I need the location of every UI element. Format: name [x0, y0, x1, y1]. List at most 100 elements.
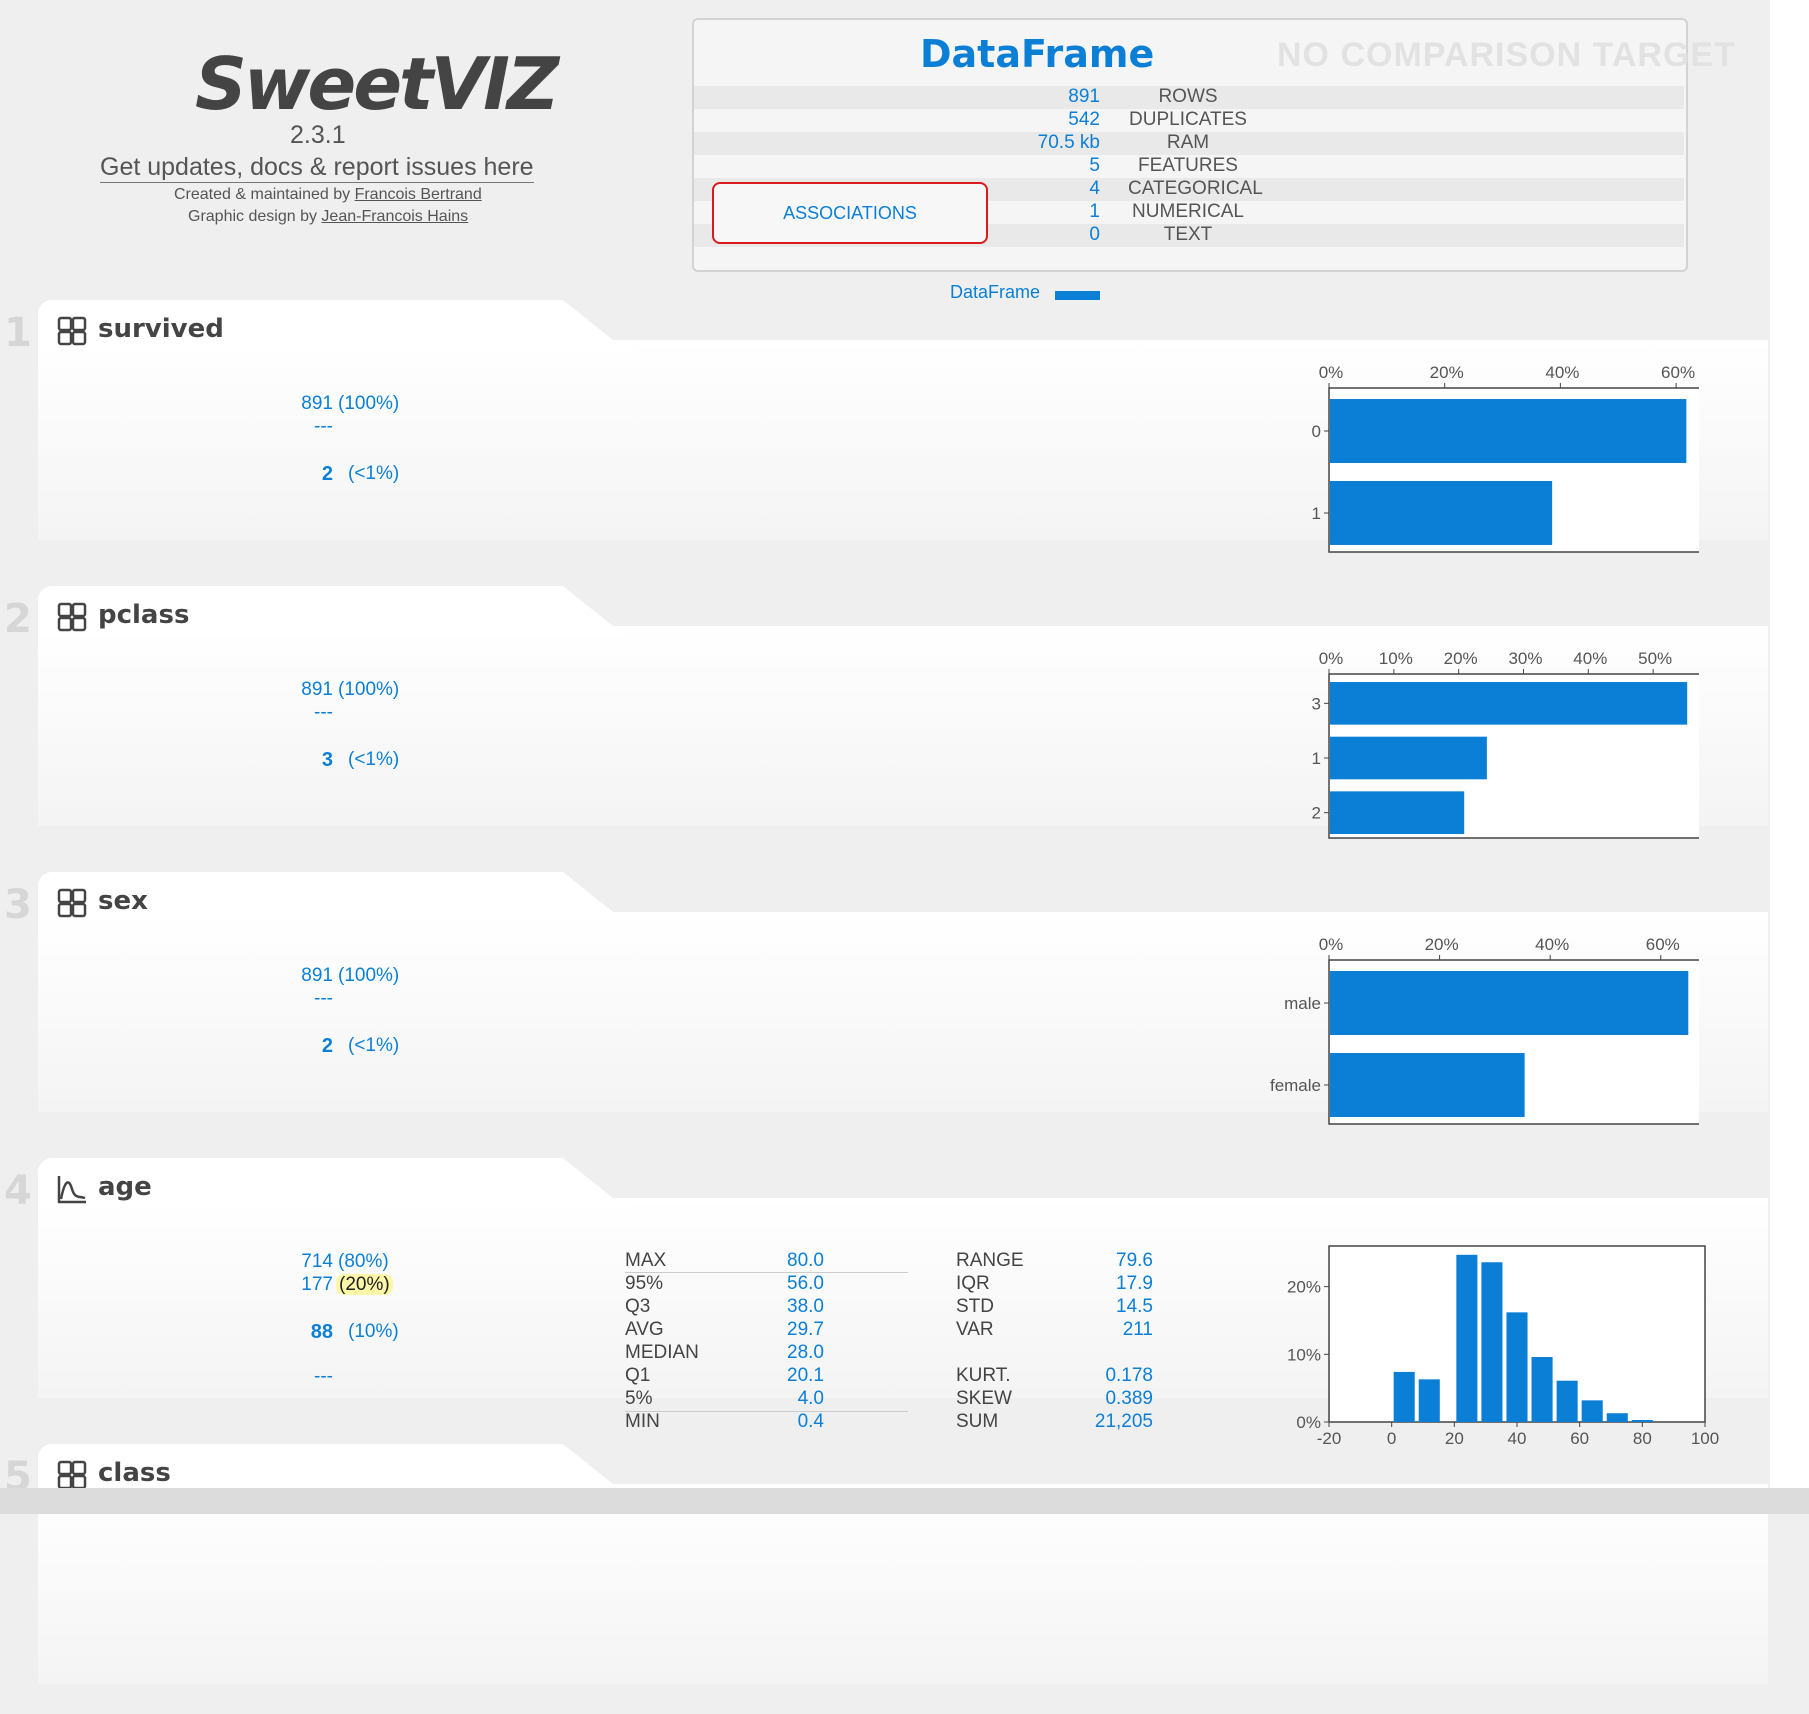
- summary-value: 5: [1089, 155, 1100, 176]
- stat-value: 38.0: [787, 1296, 824, 1317]
- summary-label: ROWS: [1158, 86, 1218, 107]
- x-tick-label: -20: [1317, 1429, 1342, 1448]
- feature-card-tab: [38, 1444, 538, 1494]
- histogram-bar: [1606, 1413, 1628, 1422]
- category-label: male: [1284, 994, 1321, 1013]
- summary-label: NUMERICAL: [1132, 201, 1244, 222]
- x-tick-label: 60: [1570, 1429, 1589, 1448]
- feature-index: 4: [4, 1168, 32, 1214]
- x-tick-label: 20%: [1425, 935, 1459, 954]
- summary-row: [694, 132, 1684, 155]
- summary-value: 1: [1089, 201, 1100, 222]
- histogram-bar: [1456, 1254, 1478, 1422]
- feature-card-tab: [38, 586, 538, 636]
- feature-name[interactable]: class: [98, 1458, 171, 1488]
- distinct-count: 2: [321, 1035, 333, 1057]
- x-tick-label: 60%: [1646, 935, 1680, 954]
- distinct-percent: (<1%): [348, 463, 400, 484]
- distinct-count: 3: [321, 749, 333, 771]
- x-tick-label: 80: [1633, 1429, 1652, 1448]
- tab-slope: [528, 872, 628, 922]
- feature-card-tab: [38, 300, 538, 350]
- distinct-percent: (<1%): [348, 749, 400, 770]
- x-tick-label: 50%: [1638, 649, 1672, 668]
- x-tick-label: 0%: [1319, 935, 1344, 954]
- missing-value: ---: [314, 702, 333, 723]
- x-tick-label: 100: [1691, 1429, 1719, 1448]
- stat-value: 21,205: [1094, 1411, 1153, 1432]
- x-tick-label: 0: [1387, 1429, 1396, 1448]
- tab-slope: [528, 1158, 628, 1208]
- x-tick-label: 30%: [1508, 649, 1542, 668]
- tab-slope: [528, 300, 628, 350]
- stat-label: MEDIAN: [625, 1342, 699, 1363]
- stat-label: Q1: [625, 1365, 651, 1386]
- stat-label: 5%: [625, 1388, 653, 1409]
- summary-label: CATEGORICAL: [1128, 178, 1263, 199]
- bar: [1330, 1053, 1525, 1117]
- histogram-bar: [1418, 1379, 1440, 1422]
- stat-label: SKEW: [956, 1388, 1012, 1409]
- feature-name[interactable]: age: [98, 1172, 152, 1202]
- feature-name[interactable]: survived: [98, 314, 224, 344]
- designer-link[interactable]: Jean-Francois Hains: [321, 208, 469, 225]
- summary-row: [694, 86, 1684, 109]
- feature-index: 1: [4, 310, 32, 356]
- distinct-count: 2: [321, 463, 333, 485]
- stat-value: 29.7: [787, 1319, 824, 1340]
- x-tick-label: 0%: [1319, 363, 1344, 382]
- created-credit: Created & maintained by Francois Bertran…: [174, 186, 482, 204]
- categorical-grid-icon: [57, 1460, 87, 1490]
- histogram-bar: [1506, 1312, 1528, 1422]
- x-tick-label: 0%: [1319, 649, 1344, 668]
- category-label: female: [1270, 1076, 1321, 1095]
- values-percent: (100%): [338, 965, 400, 986]
- histogram-bar: [1481, 1262, 1503, 1422]
- x-tick-label: 40: [1508, 1429, 1527, 1448]
- horizontal-scrollbar[interactable]: [0, 1488, 1809, 1514]
- y-tick-label: 0%: [1296, 1413, 1321, 1432]
- categorical-grid-icon: [57, 602, 87, 632]
- stat-value: 28.0: [787, 1342, 824, 1363]
- summary-value: 4: [1089, 178, 1100, 199]
- bar: [1330, 791, 1465, 834]
- categorical-grid-icon: [57, 888, 87, 918]
- x-tick-label: 40%: [1545, 363, 1579, 382]
- feature-name[interactable]: pclass: [98, 600, 190, 630]
- stat-label: SUM: [956, 1411, 999, 1432]
- missing-count: 177: [301, 1274, 333, 1295]
- stat-label: KURT.: [956, 1365, 1011, 1386]
- stat-value: 0.4: [797, 1411, 824, 1432]
- category-label: 2: [1312, 804, 1321, 823]
- summary-value: 70.5 kb: [1037, 132, 1100, 153]
- stat-divider: [625, 1272, 908, 1273]
- distinct-count: 88: [310, 1321, 333, 1343]
- category-label: 0: [1312, 422, 1321, 441]
- updates-link[interactable]: Get updates, docs & report issues here: [100, 153, 534, 183]
- summary-label: DUPLICATES: [1129, 109, 1247, 130]
- no-comparison-label: NO COMPARISON TARGET: [1277, 36, 1736, 74]
- x-tick-label: 20: [1445, 1429, 1464, 1448]
- feature-card-class: 5 class: [4, 1444, 1768, 1714]
- feature-card-survived: 1 survived 891 (100%) --- 2 (<1%) 0% 20% 40% 60% 0 1: [4, 300, 1768, 570]
- feature-card-sex: 3 sex 891 (100%) --- 2 (<1%) 0% 20% 40% 60% male fem…: [4, 872, 1768, 1142]
- missing-value: ---: [314, 988, 333, 1009]
- missing-percent: (20%): [336, 1274, 393, 1296]
- histogram-bar: [1581, 1400, 1603, 1422]
- values-count: 891: [301, 393, 333, 414]
- category-label: 1: [1312, 504, 1321, 523]
- author-link[interactable]: Francois Bertrand: [354, 186, 482, 203]
- feature-name[interactable]: sex: [98, 886, 148, 916]
- created-prefix: Created & maintained by: [174, 186, 351, 203]
- y-tick-label: 20%: [1287, 1278, 1321, 1297]
- feature-card-tab: [38, 1158, 538, 1208]
- associations-button[interactable]: ASSOCIATIONS: [712, 182, 988, 244]
- missing-value: ---: [314, 416, 333, 437]
- stat-value: 56.0: [787, 1273, 824, 1294]
- category-label: 1: [1312, 749, 1321, 768]
- feature-index: 2: [4, 596, 32, 642]
- summary-label: FEATURES: [1138, 155, 1238, 176]
- stat-value: 20.1: [787, 1365, 824, 1386]
- summary-label: RAM: [1166, 132, 1210, 153]
- stat-label: IQR: [956, 1273, 990, 1294]
